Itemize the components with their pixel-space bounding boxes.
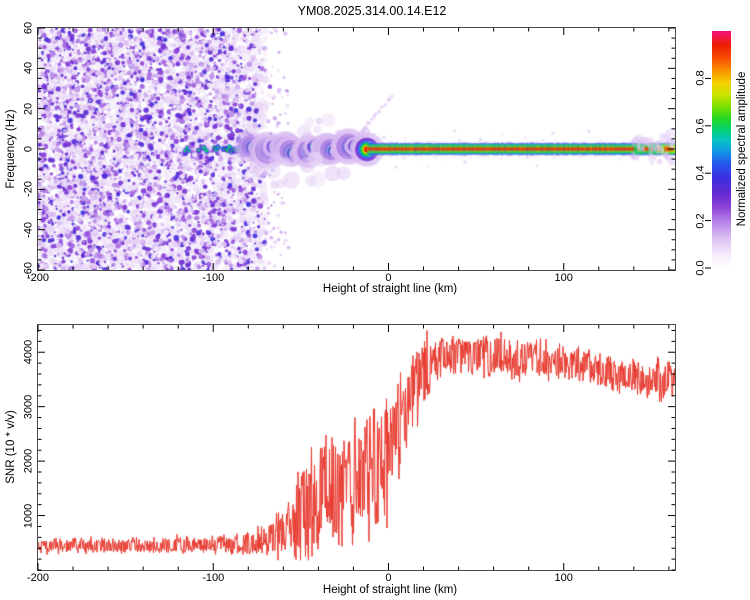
page-title: YM08.2025.314.00.14.E12: [297, 4, 447, 18]
spectrogram-canvas: [38, 28, 675, 270]
y-tick-label: 0: [22, 145, 35, 153]
y-tick-label: 2000: [22, 448, 35, 474]
y-tick-label: 3000: [22, 394, 35, 419]
x-tick-label: 100: [554, 572, 573, 584]
y-tick-label: -40: [22, 221, 35, 238]
y-tick-label: -60: [22, 262, 35, 278]
x-tick-label: -100: [202, 272, 225, 284]
colorbar: [712, 31, 731, 268]
y-tick-label: 4000: [22, 339, 35, 365]
height-axis-label-top: Height of straight line (km): [322, 283, 458, 295]
y-tick-label: 20: [22, 102, 35, 115]
x-tick-label: 100: [554, 272, 573, 284]
y-tick-label: -20: [22, 181, 35, 198]
x-tick-label: 0: [385, 572, 392, 584]
colorbar-tick-label: 0.8: [694, 70, 707, 87]
colorbar-tick-label: 0.0: [694, 260, 707, 276]
y-tick-label: 40: [22, 62, 35, 75]
x-tick-label: -100: [202, 572, 225, 584]
colorbar-tick-label: 0.6: [694, 118, 707, 134]
x-tick-label: -200: [26, 572, 50, 584]
colorbar-tick-label: 0.4: [694, 165, 707, 181]
colorbar-tick-label: 0.2: [694, 212, 707, 229]
snr-canvas: [38, 325, 675, 570]
x-tick-label: 0: [385, 272, 392, 284]
y-tick-label: 1000: [22, 503, 35, 528]
y-tick-label: 60: [22, 21, 35, 35]
x-tick-label: -200: [26, 272, 50, 284]
height-axis-label-bottom: Height of straight line (km): [322, 584, 458, 596]
